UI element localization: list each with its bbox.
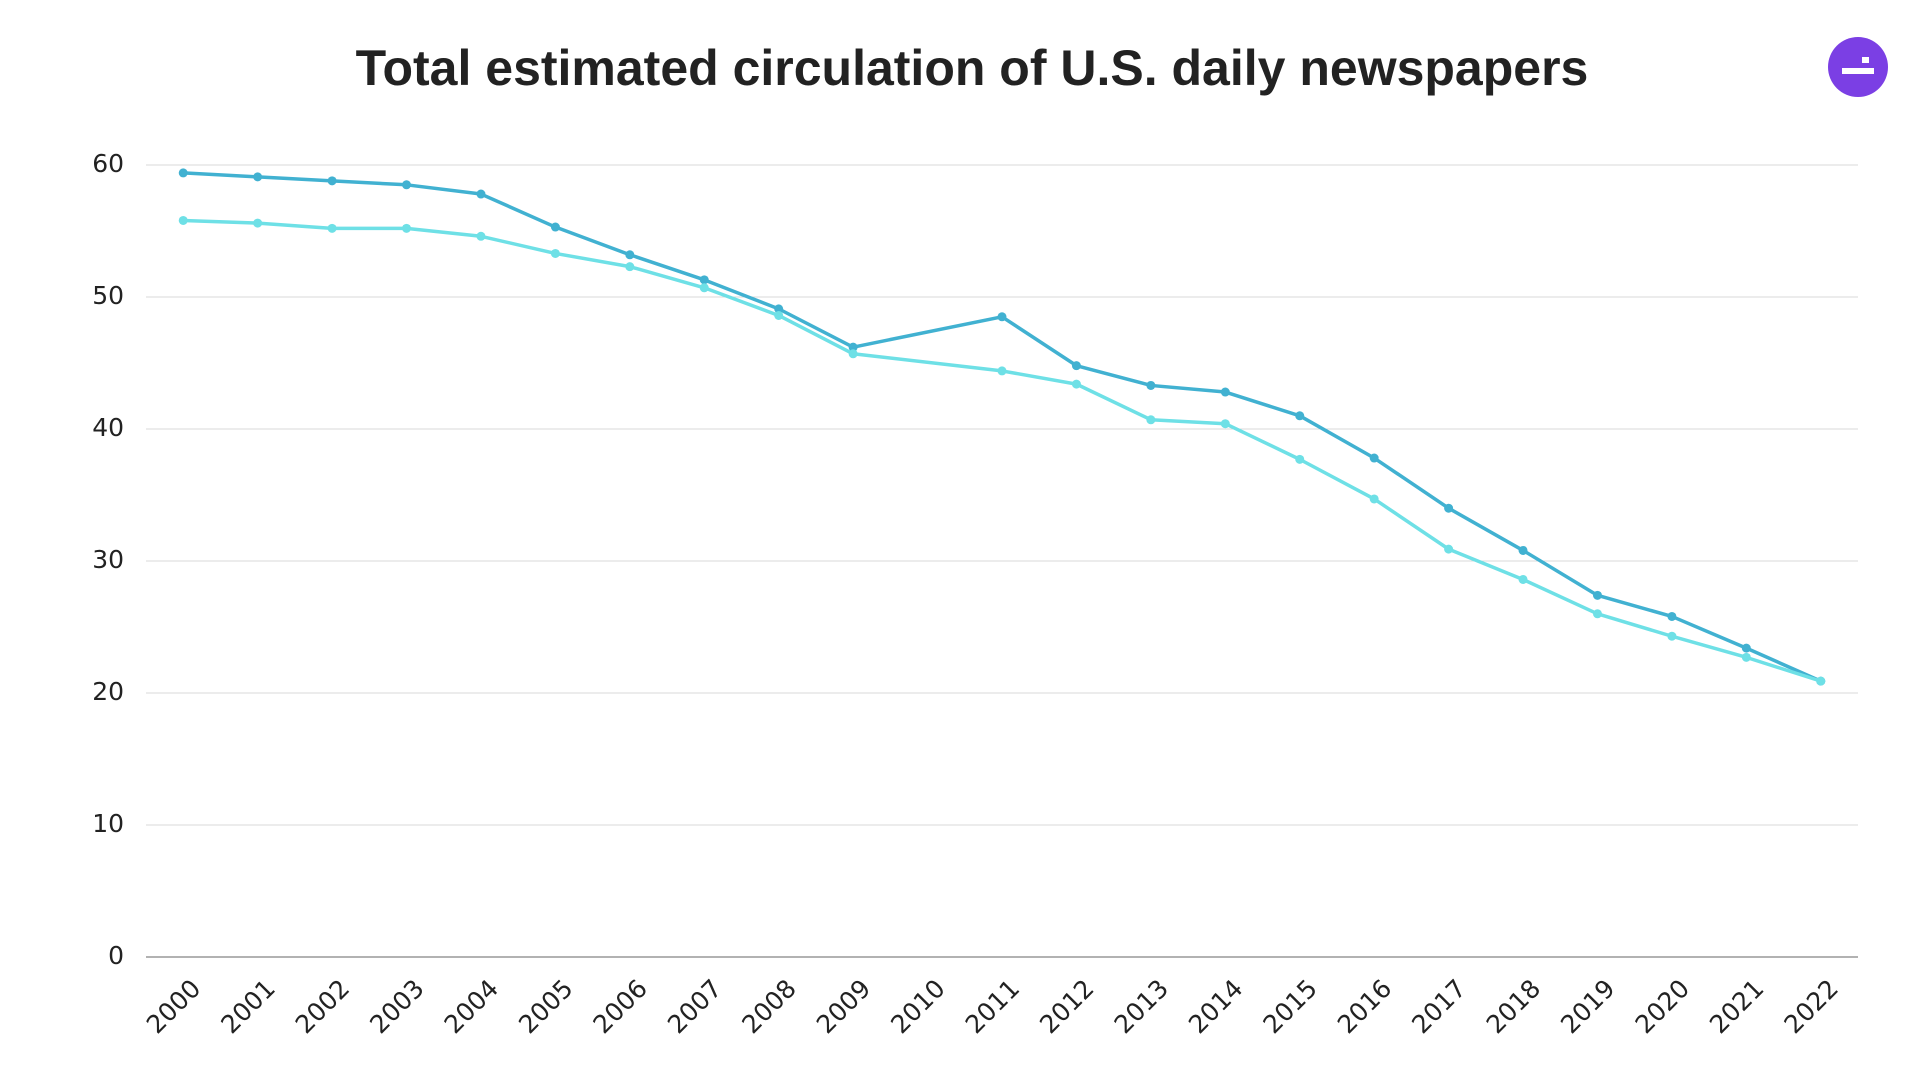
- series-line: [183, 218, 1822, 683]
- logo-bar: [1842, 68, 1874, 74]
- data-point: [402, 223, 412, 233]
- data-point: [997, 312, 1007, 322]
- data-point: [1741, 643, 1751, 653]
- data-point: [774, 304, 784, 314]
- data-point: [848, 349, 858, 359]
- data-point: [1071, 379, 1081, 389]
- data-point: [1592, 590, 1602, 600]
- data-point: [327, 223, 337, 233]
- data-point: [1295, 411, 1305, 421]
- data-point: [1220, 387, 1230, 397]
- data-point: [178, 168, 188, 178]
- data-point: [1667, 631, 1677, 641]
- data-point: [1146, 380, 1156, 390]
- y-tick-label: 10: [92, 809, 124, 838]
- data-point: [550, 248, 560, 258]
- data-point: [1146, 415, 1156, 425]
- data-point: [1816, 676, 1826, 686]
- data-point: [476, 231, 486, 241]
- data-point: [1667, 611, 1677, 621]
- data-point: [1444, 544, 1454, 554]
- data-point: [997, 366, 1007, 376]
- data-point: [1444, 503, 1454, 513]
- data-point: [178, 215, 188, 225]
- chart-title: Total estimated circulation of U.S. dail…: [356, 40, 1589, 96]
- data-point: [1295, 454, 1305, 464]
- y-tick-label: 30: [92, 545, 124, 574]
- data-point: [1741, 652, 1751, 662]
- logo-dot: [1862, 57, 1869, 63]
- data-point: [1071, 361, 1081, 371]
- data-point: [1369, 453, 1379, 463]
- data-point: [625, 262, 635, 272]
- data-point: [699, 275, 709, 285]
- data-point: [774, 310, 784, 320]
- logo: [1828, 37, 1888, 97]
- data-point: [625, 250, 635, 260]
- y-tick-label: 50: [92, 281, 124, 310]
- y-tick-label: 0: [108, 941, 124, 970]
- y-tick-label: 40: [92, 413, 124, 442]
- data-point: [1220, 419, 1230, 429]
- data-point: [1592, 609, 1602, 619]
- data-point: [253, 172, 263, 182]
- logo-circle: [1828, 37, 1888, 97]
- data-point: [848, 342, 858, 352]
- series-line: [183, 171, 1822, 683]
- data-point: [1518, 574, 1528, 584]
- data-point: [253, 218, 263, 228]
- y-tick-label: 20: [92, 677, 124, 706]
- data-point: [402, 180, 412, 190]
- data-point: [550, 222, 560, 232]
- data-point: [1518, 545, 1528, 555]
- data-point: [699, 283, 709, 293]
- y-tick-label: 60: [92, 149, 124, 178]
- data-point: [1369, 494, 1379, 504]
- data-point: [327, 176, 337, 186]
- data-point: [476, 189, 486, 199]
